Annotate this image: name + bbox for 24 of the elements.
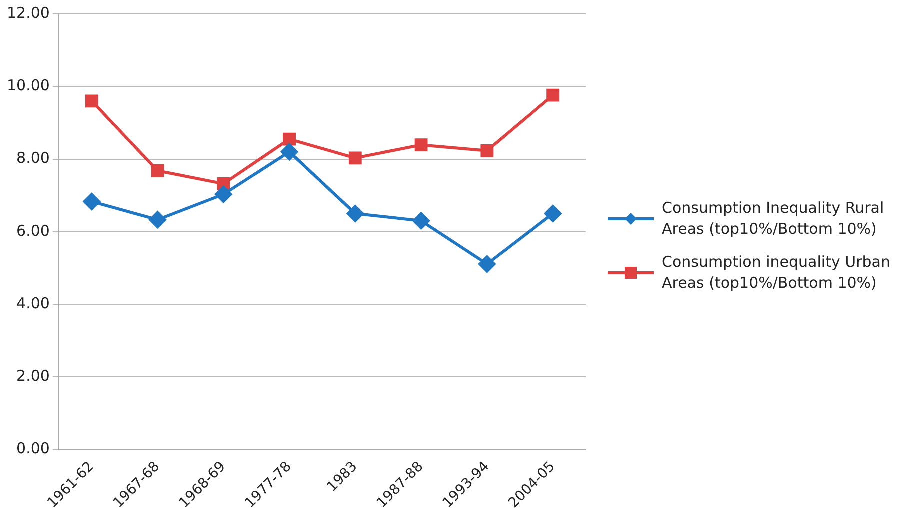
point xyxy=(149,211,166,228)
legend-label: Consumption Inequality Rural Areas (top10%/Bottom 10%) xyxy=(662,198,886,240)
point xyxy=(215,186,232,203)
point xyxy=(283,132,296,146)
legend-label: Consumption inequality Urban Areas (top10%/Bottom 10%) xyxy=(662,252,892,294)
point xyxy=(83,193,100,210)
point xyxy=(544,205,562,222)
point xyxy=(346,205,364,222)
point xyxy=(348,152,362,165)
y-tick-label: 2.00 xyxy=(16,367,50,386)
y-tick-label: 0.00 xyxy=(16,440,50,458)
point xyxy=(412,212,430,230)
y-tick-label: 4.00 xyxy=(16,294,50,312)
point xyxy=(85,94,98,108)
y-tick-label: 8.00 xyxy=(16,149,50,168)
point xyxy=(414,138,428,152)
point xyxy=(480,144,494,158)
y-tick-label: 6.00 xyxy=(16,222,50,240)
point xyxy=(151,164,164,178)
y-tick-label: 10.00 xyxy=(6,76,50,95)
y-tick-label: 12.00 xyxy=(6,4,50,22)
point xyxy=(546,88,560,102)
point xyxy=(281,143,298,160)
point xyxy=(478,256,496,273)
